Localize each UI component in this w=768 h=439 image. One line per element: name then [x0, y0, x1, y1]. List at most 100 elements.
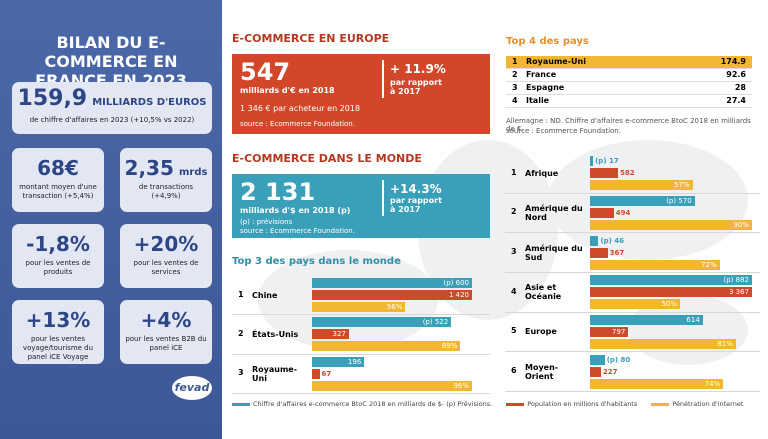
- data-label: 494: [615, 208, 631, 217]
- bar: [312, 356, 365, 367]
- bar: [590, 259, 720, 270]
- bar: [312, 290, 472, 301]
- category-label: Amérique du Sud: [525, 243, 583, 262]
- table-row: 1 Royaume-Uni 174.9: [506, 56, 752, 69]
- legend-item: Population en millions d'habitants: [506, 400, 637, 408]
- world-box: 2 131 milliards d'$ en 2018 (p) +14.3% p…: [232, 174, 490, 238]
- bar: [590, 247, 608, 258]
- data-label: 582: [620, 169, 635, 178]
- rank: 5: [511, 326, 517, 336]
- europe-box: 547 milliards d'€ en 2018 + 11.9% par ra…: [232, 54, 490, 134]
- legend-item: Pénétration d'internet: [651, 400, 743, 408]
- data-label: 367: [609, 248, 625, 257]
- category-label: États-Unis: [252, 329, 299, 339]
- category-label: Royaume-Uni: [252, 364, 298, 383]
- card-value: +13%: [25, 308, 91, 332]
- table-row: 3 Espagne 28: [506, 82, 752, 95]
- bar: [590, 275, 752, 286]
- category: Amérique du Sud: [525, 233, 586, 272]
- rank: 1: [512, 57, 518, 66]
- growth-text: par rapport à 2017: [390, 78, 442, 96]
- source: source : Ecommerce Foundation.: [506, 127, 621, 135]
- category: Asie et Océanie: [525, 273, 586, 312]
- bar: [590, 195, 695, 206]
- card-text: pour les ventes B2B du panel iCE: [125, 335, 207, 352]
- table-title: Top 4 des pays: [506, 36, 589, 47]
- bar: [312, 302, 406, 313]
- bar: [312, 341, 461, 352]
- data-label: 797: [611, 327, 626, 336]
- card-value: +20%: [133, 232, 199, 256]
- data-label: 72%: [701, 260, 717, 269]
- row: 1 Chine (p) 600 1 420 56%: [232, 276, 490, 316]
- data-label: 227: [602, 367, 618, 376]
- card-unit: MILLIARDS D'EUROS: [92, 97, 207, 108]
- row: 3 Royaume-Uni 196 67 96%: [232, 355, 490, 394]
- data-label: 614: [686, 315, 700, 324]
- bar: [590, 235, 599, 246]
- category: Amérique du Nord: [525, 194, 586, 233]
- bar: [590, 180, 693, 191]
- data-label: (p) 522: [422, 318, 449, 327]
- data-label: 1 420: [448, 291, 469, 300]
- legend-swatch: [232, 402, 250, 406]
- bar: [590, 378, 724, 389]
- row: 3 Amérique du Sud (p) 46 367 72%: [505, 233, 760, 273]
- category: Royaume-Uni: [252, 355, 308, 393]
- card-value-line: +13%: [12, 309, 104, 331]
- bar: [312, 368, 320, 379]
- legend-swatch: [506, 402, 525, 406]
- data-label: (p) 80: [606, 355, 631, 364]
- card: 2,35 mrds de transactions (+4,9%): [120, 148, 212, 212]
- bar: [590, 299, 680, 310]
- category-label: Europe: [525, 327, 557, 337]
- category-label: Amérique du Nord: [525, 203, 583, 222]
- card-text: montant moyen d'une transaction (+5,4%): [19, 183, 97, 200]
- value: 547: [240, 58, 291, 86]
- category: Afrique: [525, 154, 586, 193]
- category-label: Chine: [252, 290, 278, 300]
- category-label: Afrique: [525, 168, 559, 178]
- unit: milliards d'€ en 2018: [240, 86, 335, 95]
- rank: 3: [238, 368, 244, 378]
- growth-text: par rapport à 2017: [390, 196, 442, 214]
- bar: [312, 329, 349, 340]
- bar: [590, 338, 736, 349]
- row: 5 Europe 614 797 81%: [505, 313, 760, 353]
- bar: [590, 168, 618, 179]
- bar: [590, 207, 614, 218]
- data-label: (p) 46: [600, 236, 625, 245]
- chart: 1 Chine (p) 600 1 420 56% 2 États-Unis (p) 522 3…: [232, 276, 490, 394]
- bar: [590, 156, 594, 167]
- data-label: 81%: [717, 339, 733, 348]
- data-label: 3 367: [728, 288, 749, 297]
- data-label: (p) 17: [595, 157, 619, 166]
- rank: 2: [512, 70, 518, 79]
- note: Allemagne : ND. Chiffre d'affaires e-com…: [506, 117, 751, 133]
- country: Royaume-Uni: [526, 57, 586, 66]
- source: source : Ecommerce Foundation.: [240, 120, 355, 128]
- card: +4% pour les ventes B2B du panel iCE: [120, 300, 212, 364]
- bar: [590, 354, 605, 365]
- rank: 4: [511, 286, 517, 296]
- category-label: Moyen-Orient: [525, 362, 559, 381]
- row: 1 Afrique (p) 17 582 57%: [505, 154, 760, 194]
- unit: milliards d'$ en 2018 (p): [240, 206, 351, 215]
- card: 68€ montant moyen d'une transaction (+5,4…: [12, 148, 104, 212]
- card-text: pour les ventes voyage/tourisme du panel…: [22, 335, 94, 361]
- bar: [590, 219, 752, 230]
- source: source : Ecommerce Foundation.: [240, 227, 355, 235]
- data-label: 90%: [733, 220, 749, 229]
- rank: 4: [512, 96, 518, 105]
- card-value-line: 2,35 mrds: [120, 157, 212, 179]
- value: 2 131: [240, 178, 316, 206]
- bar: [312, 317, 452, 328]
- per-buyer: 1 346 € par acheteur en 2018: [240, 104, 361, 113]
- data-label: (p) 600: [443, 279, 470, 288]
- data-label: (p) 882: [723, 276, 750, 285]
- card: -1,8% pour les ventes de produits: [12, 224, 104, 288]
- card-value-line: 68€: [12, 157, 104, 179]
- data-label: 50%: [661, 300, 677, 309]
- data-label: 89%: [441, 342, 458, 351]
